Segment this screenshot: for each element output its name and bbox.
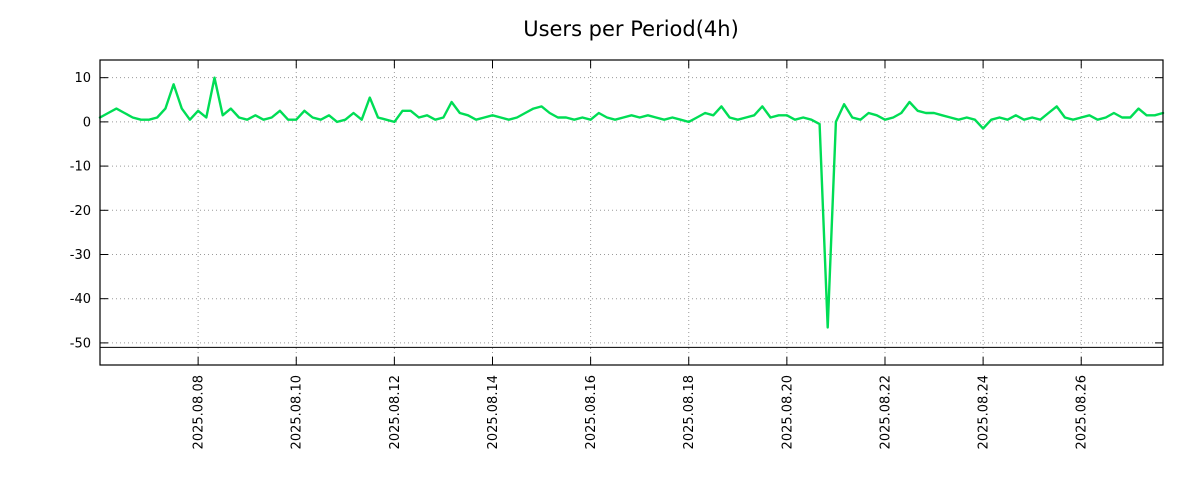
plot-border: [99, 59, 1164, 366]
y-tick-label: -30: [70, 248, 91, 263]
y-tick-label: -40: [70, 292, 91, 307]
chart-tick-labels: 10 0 -10 -20 -30 -40 -50 2025.08.08 2025.08.10 20…: [70, 71, 1090, 449]
x-tick-label: 2025.08.16: [584, 375, 599, 449]
x-tick-label: 2025.08.22: [878, 375, 893, 449]
x-tick-label: 2025.08.24: [977, 375, 992, 449]
x-tick-label: 2025.08.26: [1075, 375, 1090, 449]
x-tick-label: 2025.08.14: [486, 375, 501, 449]
chart-axes: [99, 59, 1164, 366]
y-tick-label: -10: [70, 160, 91, 175]
chart-series-line: [98, 76, 1165, 329]
y-tick-label: 10: [74, 71, 91, 86]
chart-gridlines: [100, 60, 1163, 365]
y-tick-label: -20: [70, 204, 91, 219]
x-tick-label: 2025.08.08: [192, 375, 207, 449]
chart-title: Users per Period(4h): [523, 17, 739, 41]
users-series-line: [98, 76, 1165, 329]
x-tick-label: 2025.08.10: [290, 375, 305, 449]
x-tick-label: 2025.08.20: [780, 375, 795, 449]
x-tick-label: 2025.08.12: [388, 375, 403, 449]
x-tick-label: 2025.08.18: [682, 375, 697, 449]
y-tick-label: 0: [83, 115, 91, 130]
y-tick-label: -50: [70, 336, 91, 351]
